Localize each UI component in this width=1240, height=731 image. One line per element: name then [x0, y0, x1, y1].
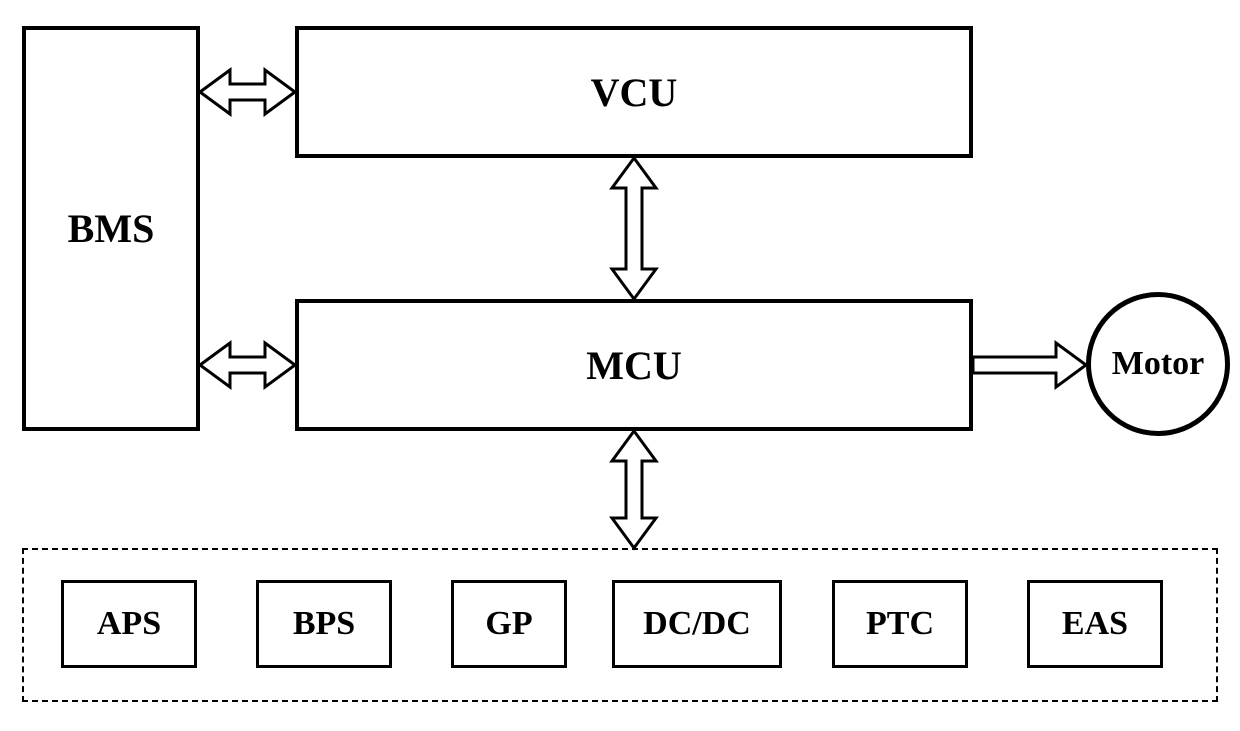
node-dcdc: DC/DC	[612, 580, 782, 668]
diagram-canvas: BMS VCU MCU Motor APS BPS GP DC/DC PTC E…	[0, 0, 1240, 731]
node-ptc: PTC	[832, 580, 968, 668]
node-bps: BPS	[256, 580, 392, 668]
node-eas: EAS	[1027, 580, 1163, 668]
node-gp: GP	[451, 580, 567, 668]
node-eas-label: EAS	[1062, 605, 1128, 643]
arrow-bms-mcu	[200, 340, 295, 390]
node-motor: Motor	[1086, 292, 1230, 436]
arrow-bms-vcu	[200, 67, 295, 117]
node-bms: BMS	[22, 26, 200, 431]
node-vcu-label: VCU	[591, 69, 678, 116]
node-aps: APS	[61, 580, 197, 668]
node-ptc-label: PTC	[866, 605, 934, 643]
node-bps-label: BPS	[293, 605, 355, 643]
arrow-vcu-mcu	[609, 158, 659, 299]
node-dcdc-label: DC/DC	[643, 605, 751, 643]
arrow-mcu-group	[609, 431, 659, 548]
node-vcu: VCU	[295, 26, 973, 158]
arrow-mcu-motor	[973, 340, 1086, 390]
node-mcu-label: MCU	[586, 342, 682, 389]
node-motor-label: Motor	[1112, 345, 1205, 383]
node-mcu: MCU	[295, 299, 973, 431]
node-aps-label: APS	[97, 605, 161, 643]
node-bms-label: BMS	[68, 205, 155, 252]
node-gp-label: GP	[485, 605, 532, 643]
